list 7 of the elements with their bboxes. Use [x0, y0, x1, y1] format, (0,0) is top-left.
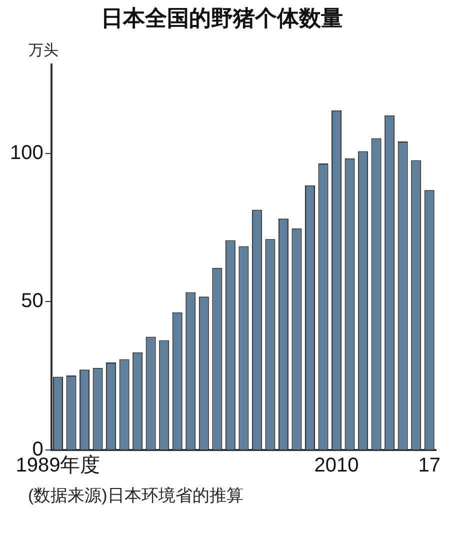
chart-title: 日本全国的野猪个体数量	[101, 5, 343, 30]
y-tick-label: 50	[21, 290, 44, 312]
x-tick-label: 17	[418, 454, 440, 477]
y-axis-title: 万头	[28, 42, 58, 60]
y-tick-label: 100	[10, 142, 44, 164]
text: (数据来源)日本环境省的推算	[28, 486, 244, 506]
x-tick-label: 2010	[314, 454, 359, 477]
